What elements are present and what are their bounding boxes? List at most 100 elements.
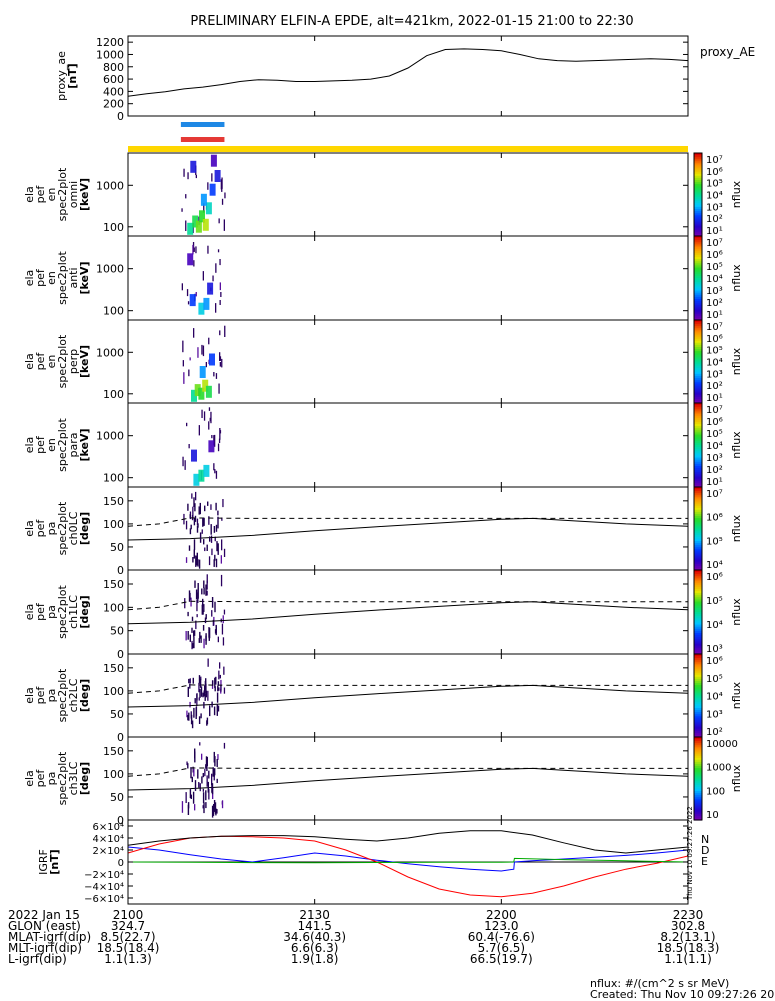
spectrogram-pixel xyxy=(215,502,217,511)
colorbar-step xyxy=(694,163,702,167)
spectrogram-pixel xyxy=(201,409,203,418)
spectrogram-pixel xyxy=(211,773,213,786)
spectrogram-pixel xyxy=(205,362,207,368)
spectrogram-pixel xyxy=(192,506,194,519)
spectrogram-pixel xyxy=(200,635,202,643)
colorbar-step xyxy=(694,543,702,546)
loss-cone-line xyxy=(127,601,689,625)
spectrogram-pixel xyxy=(211,173,213,182)
y-tick-label: 0 xyxy=(117,731,124,744)
y-axis-label: en xyxy=(45,271,58,285)
colorbar-step xyxy=(694,739,702,742)
spectrogram-pixel xyxy=(215,263,217,273)
colorbar-step xyxy=(694,396,702,400)
spectrogram-pixel xyxy=(221,623,224,635)
loss-cone-line xyxy=(127,767,689,791)
colorbar-tick-label: 10³ xyxy=(706,369,723,380)
colorbar-step xyxy=(694,430,702,433)
spectrogram-pixel xyxy=(191,616,194,621)
footer-row-label: L-igrf(dip) xyxy=(8,952,67,966)
colorbar-step xyxy=(694,803,702,807)
spectrogram-pixel xyxy=(214,554,216,561)
colorbar-step xyxy=(694,434,702,438)
colorbar-step xyxy=(694,641,702,645)
spectrogram-pixel xyxy=(211,783,213,793)
colorbar-step xyxy=(694,793,702,796)
colorbar-label: nflux xyxy=(730,180,743,208)
spectrogram-cell xyxy=(195,220,202,233)
y-tick-label: 1000 xyxy=(96,263,124,276)
colorbar-tick-label: 10⁶ xyxy=(706,417,723,428)
y-tick-label: 2×10⁴ xyxy=(93,846,124,857)
colorbar-step xyxy=(694,413,702,417)
spectrogram-pixel xyxy=(207,658,209,667)
colorbar-step xyxy=(694,296,702,300)
colorbar-step xyxy=(694,400,702,404)
colorbar-step xyxy=(694,668,702,672)
colorbar-step xyxy=(694,252,702,256)
spectrogram-pixel xyxy=(220,685,222,692)
spectrogram-pixel xyxy=(192,557,194,563)
footer-row-value: 60.4(-76.6) xyxy=(468,930,535,944)
spectrogram-pixel xyxy=(219,330,221,336)
spectrogram-pixel xyxy=(219,352,221,361)
colorbar-tick-label: 10¹ xyxy=(706,226,723,237)
colorbar-step xyxy=(694,317,702,321)
y-axis-label: pef xyxy=(34,185,47,204)
colorbar-step xyxy=(694,267,702,271)
colorbar-step xyxy=(694,238,702,241)
spectrogram-cell xyxy=(187,222,194,235)
grf-line-N xyxy=(127,846,689,872)
colorbar-step xyxy=(694,674,702,678)
colorbar-tick-label: 10⁵ xyxy=(706,346,723,357)
spectrogram-cell xyxy=(191,449,197,462)
colorbar-step xyxy=(694,509,702,513)
colorbar-step xyxy=(694,411,702,415)
y-tick-label: 100 xyxy=(103,768,124,781)
colorbar-step xyxy=(694,320,702,323)
colorbar-step xyxy=(694,322,702,325)
spectrogram-pixel xyxy=(203,587,205,595)
colorbar-step xyxy=(694,593,702,596)
y-axis-label: spec2plot xyxy=(56,668,69,722)
spectrogram-pixel xyxy=(219,356,222,361)
spectrogram-pixel xyxy=(194,515,197,522)
y-tick-label: 100 xyxy=(103,518,124,531)
y-axis-label: spec2plot xyxy=(56,167,69,221)
colorbar-step xyxy=(694,280,702,283)
colorbar-step xyxy=(694,489,702,492)
spectrogram-pixel xyxy=(217,510,219,516)
colorbar-step xyxy=(694,743,702,746)
colorbar-pa_ch0: 10⁷ 10⁶ 10⁵ 10⁴ nflux xyxy=(693,486,743,571)
footer-row-value: 1.1(1.3) xyxy=(104,952,152,966)
colorbar-step xyxy=(694,799,702,802)
panel-frame xyxy=(127,35,689,117)
colorbar-tick-label: 10³ xyxy=(706,709,723,720)
spectrogram-pixel xyxy=(195,589,198,600)
colorbar-step xyxy=(694,693,702,697)
spectrogram-pixel xyxy=(192,244,194,255)
spectrogram-pixel xyxy=(217,516,219,529)
colorbar-step xyxy=(694,382,702,385)
y-axis-label: ch2LC xyxy=(67,678,80,712)
colorbar-step xyxy=(694,407,702,410)
spectrogram-pixel xyxy=(198,782,200,788)
colorbar-step xyxy=(694,200,702,204)
colorbar-step xyxy=(694,722,702,726)
colorbar-step xyxy=(694,190,702,193)
colorbar-step xyxy=(694,730,702,734)
spectrogram-pixel xyxy=(189,634,191,642)
colorbar-step xyxy=(694,635,702,638)
spectrogram-pixel xyxy=(221,358,223,368)
colorbar-step xyxy=(694,782,702,786)
colorbar-step xyxy=(694,194,702,198)
spectrogram-pixel xyxy=(195,620,197,630)
colorbar-step xyxy=(694,472,702,475)
y-axis-label: [deg] xyxy=(78,679,91,712)
spectrogram-pixel xyxy=(213,463,215,471)
spectrogram-pixel xyxy=(216,692,219,703)
colorbar-step xyxy=(694,442,702,446)
spectrogram-cell xyxy=(198,469,205,482)
spectrogram-pixel xyxy=(201,588,203,595)
